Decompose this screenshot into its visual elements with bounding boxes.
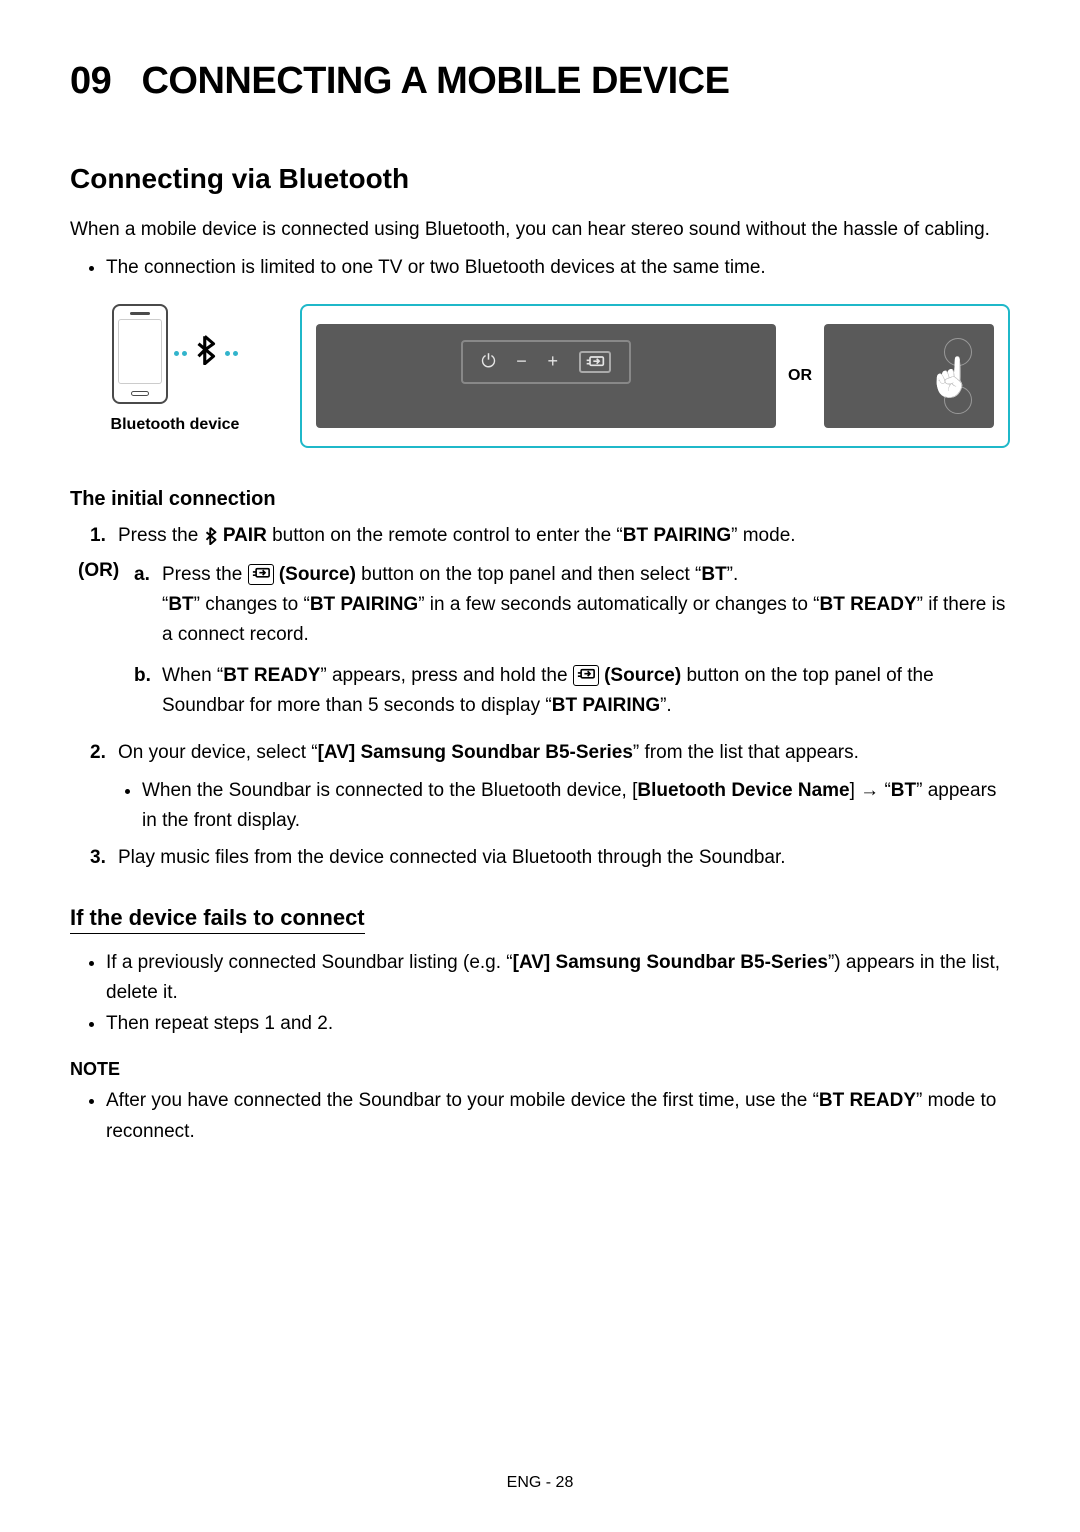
t: BT PAIRING	[310, 594, 418, 615]
fails-heading: If the device fails to connect	[70, 905, 365, 934]
section-intro: When a mobile device is connected using …	[70, 215, 1010, 245]
t: [AV] Samsung Soundbar B5-Series	[513, 952, 828, 973]
t: On your device, select “	[118, 742, 318, 763]
t: Play music files from the device connect…	[118, 843, 786, 873]
or-label: (OR)	[78, 560, 134, 732]
bluetooth-glyph-icon	[204, 527, 218, 547]
or-text: OR	[788, 367, 812, 385]
source-glyph-icon	[248, 564, 274, 585]
section-title: Connecting via Bluetooth	[70, 163, 1010, 195]
step-b: b. When “BT READY” appears, press and ho…	[134, 661, 1010, 722]
limit-bullet: The connection is limited to one TV or t…	[106, 253, 1010, 283]
power-icon: ⏻	[481, 351, 495, 372]
chapter-number: 09	[70, 60, 111, 102]
t: BT	[891, 780, 916, 801]
source-glyph-icon	[573, 665, 599, 686]
t: BT PAIRING	[623, 525, 731, 546]
t: ” appears, press and hold the	[320, 665, 572, 686]
hand-icon: ☝	[927, 356, 974, 400]
t: ] → “	[850, 780, 891, 801]
chapter-title: 09 CONNECTING A MOBILE DEVICE	[70, 60, 1010, 103]
step-2-bullet: When the Soundbar is connected to the Bl…	[142, 776, 1010, 837]
page-footer: ENG - 28	[0, 1474, 1080, 1492]
phone-icon	[112, 304, 168, 404]
limit-list: The connection is limited to one TV or t…	[106, 253, 1010, 283]
source-icon	[579, 351, 611, 373]
fails-bullet-2: Then repeat steps 1 and 2.	[106, 1009, 1010, 1039]
step-1: 1. Press the PAIR button on the remote c…	[90, 521, 1010, 552]
chapter-text: CONNECTING A MOBILE DEVICE	[141, 60, 729, 102]
t: BT READY	[819, 1090, 916, 1111]
diagram-soundbar-area: ⏻ − + OR ☝	[300, 304, 1010, 448]
note-heading: NOTE	[70, 1059, 1010, 1080]
diagram-area: Bluetooth device ⏻ − + OR ☝	[70, 304, 1010, 448]
t: ” from the list that appears.	[633, 742, 859, 763]
t: BT READY	[820, 594, 917, 615]
t: ”.	[727, 564, 739, 585]
touch-panel-illustration: ☝	[824, 324, 994, 428]
t: Press the	[118, 525, 204, 546]
initial-heading: The initial connection	[70, 488, 1010, 511]
t: When “	[162, 665, 223, 686]
step-2: 2. On your device, select “[AV] Samsung …	[90, 738, 1010, 768]
plus-icon: +	[547, 351, 558, 372]
t: BT	[168, 594, 193, 615]
t: ” in a few seconds automatically or chan…	[418, 594, 819, 615]
t: (Source)	[274, 564, 356, 585]
t: button on the top panel and then select …	[356, 564, 701, 585]
minus-icon: −	[516, 351, 527, 372]
diagram-bluetooth-device: Bluetooth device	[70, 304, 280, 434]
bluetooth-icon	[195, 335, 217, 372]
t: After you have connected the Soundbar to…	[106, 1090, 819, 1111]
step-3: 3. Play music files from the device conn…	[90, 843, 1010, 873]
t: [AV] Samsung Soundbar B5-Series	[318, 742, 633, 763]
t: ”.	[660, 695, 672, 716]
device-label: Bluetooth device	[111, 416, 240, 434]
t: (Source)	[599, 665, 681, 686]
t: ” changes to “	[194, 594, 310, 615]
note-list: After you have connected the Soundbar to…	[106, 1086, 1010, 1147]
t: ” mode.	[731, 525, 795, 546]
t: BT	[701, 564, 726, 585]
t: BT READY	[223, 665, 320, 686]
t: When the Soundbar is connected to the Bl…	[142, 780, 637, 801]
soundbar-illustration: ⏻ − +	[316, 324, 776, 428]
t: If a previously connected Soundbar listi…	[106, 952, 513, 973]
t: Press the	[162, 564, 248, 585]
fails-list: If a previously connected Soundbar listi…	[106, 948, 1010, 1039]
t: BT PAIRING	[552, 695, 660, 716]
t: PAIR	[218, 525, 267, 546]
t: button on the remote control to enter th…	[267, 525, 623, 546]
t: Bluetooth Device Name	[637, 780, 849, 801]
step-a: a. Press the (Source) button on the top …	[134, 560, 1010, 651]
